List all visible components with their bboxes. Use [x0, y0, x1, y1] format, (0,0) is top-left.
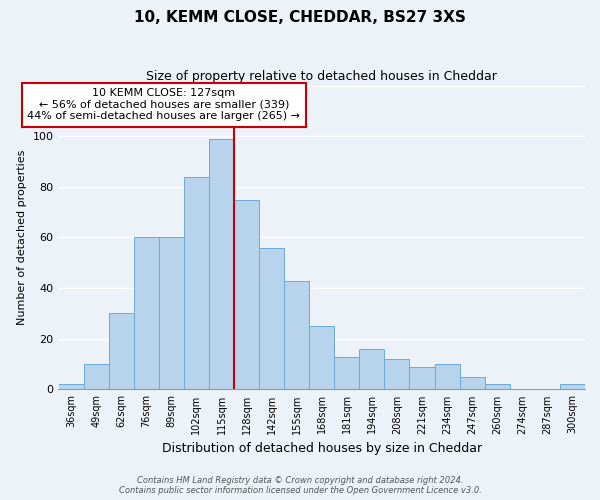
Bar — [259, 248, 284, 390]
Bar — [58, 384, 83, 390]
Bar — [284, 280, 309, 390]
Bar — [234, 200, 259, 390]
Bar — [109, 314, 134, 390]
Text: 10, KEMM CLOSE, CHEDDAR, BS27 3XS: 10, KEMM CLOSE, CHEDDAR, BS27 3XS — [134, 10, 466, 25]
Bar — [134, 238, 159, 390]
Text: 10 KEMM CLOSE: 127sqm
← 56% of detached houses are smaller (339)
44% of semi-det: 10 KEMM CLOSE: 127sqm ← 56% of detached … — [27, 88, 300, 122]
Bar — [385, 359, 409, 390]
Bar — [485, 384, 510, 390]
Bar — [334, 356, 359, 390]
Bar — [184, 176, 209, 390]
X-axis label: Distribution of detached houses by size in Cheddar: Distribution of detached houses by size … — [161, 442, 482, 455]
Bar — [560, 384, 585, 390]
Title: Size of property relative to detached houses in Cheddar: Size of property relative to detached ho… — [146, 70, 497, 83]
Bar — [209, 138, 234, 390]
Bar — [159, 238, 184, 390]
Bar — [434, 364, 460, 390]
Y-axis label: Number of detached properties: Number of detached properties — [17, 150, 27, 325]
Bar — [460, 377, 485, 390]
Bar — [359, 349, 385, 390]
Bar — [83, 364, 109, 390]
Bar — [409, 366, 434, 390]
Text: Contains HM Land Registry data © Crown copyright and database right 2024.
Contai: Contains HM Land Registry data © Crown c… — [119, 476, 481, 495]
Bar — [309, 326, 334, 390]
